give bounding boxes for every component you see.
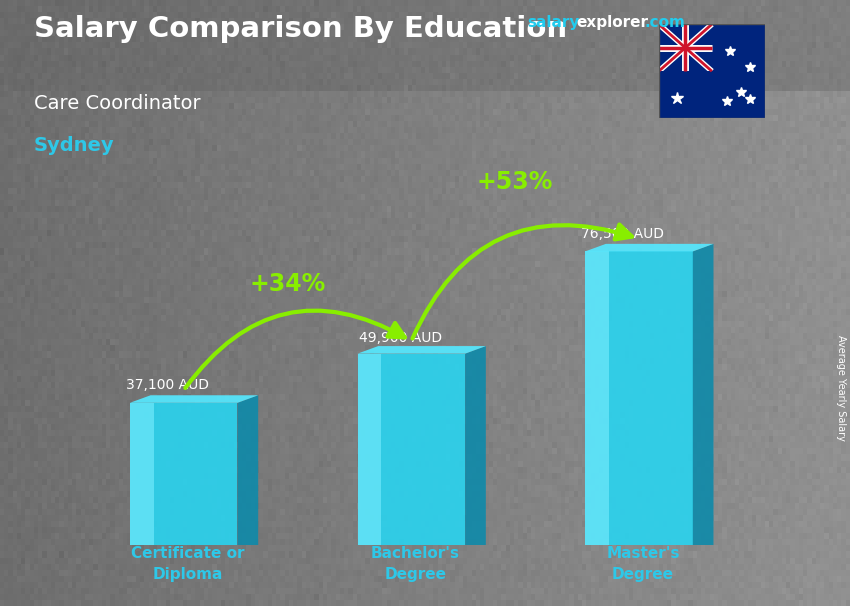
- Text: 76,500 AUD: 76,500 AUD: [581, 227, 664, 241]
- Text: +53%: +53%: [477, 170, 553, 194]
- Text: Care Coordinator: Care Coordinator: [34, 94, 201, 113]
- Polygon shape: [358, 354, 465, 545]
- Polygon shape: [693, 244, 713, 545]
- Polygon shape: [585, 251, 609, 545]
- Polygon shape: [659, 71, 765, 118]
- Text: Certificate or
Diploma: Certificate or Diploma: [131, 547, 245, 582]
- Polygon shape: [585, 244, 713, 251]
- Text: 49,900 AUD: 49,900 AUD: [360, 331, 443, 345]
- Polygon shape: [130, 403, 154, 545]
- Polygon shape: [585, 251, 693, 545]
- Polygon shape: [130, 395, 258, 403]
- Polygon shape: [659, 24, 765, 118]
- Text: salary: salary: [527, 15, 580, 30]
- Polygon shape: [465, 346, 486, 545]
- Text: Sydney: Sydney: [34, 136, 115, 155]
- Polygon shape: [130, 403, 237, 545]
- Text: +34%: +34%: [249, 272, 326, 296]
- Polygon shape: [358, 346, 486, 354]
- Text: .com: .com: [644, 15, 685, 30]
- Text: explorer: explorer: [576, 15, 649, 30]
- Text: Average Yearly Salary: Average Yearly Salary: [836, 335, 846, 441]
- Text: Master's
Degree: Master's Degree: [606, 547, 680, 582]
- Text: Salary Comparison By Education: Salary Comparison By Education: [34, 15, 567, 43]
- Text: 37,100 AUD: 37,100 AUD: [126, 378, 208, 392]
- Text: Bachelor's
Degree: Bachelor's Degree: [371, 547, 460, 582]
- Polygon shape: [237, 395, 258, 545]
- Polygon shape: [358, 354, 381, 545]
